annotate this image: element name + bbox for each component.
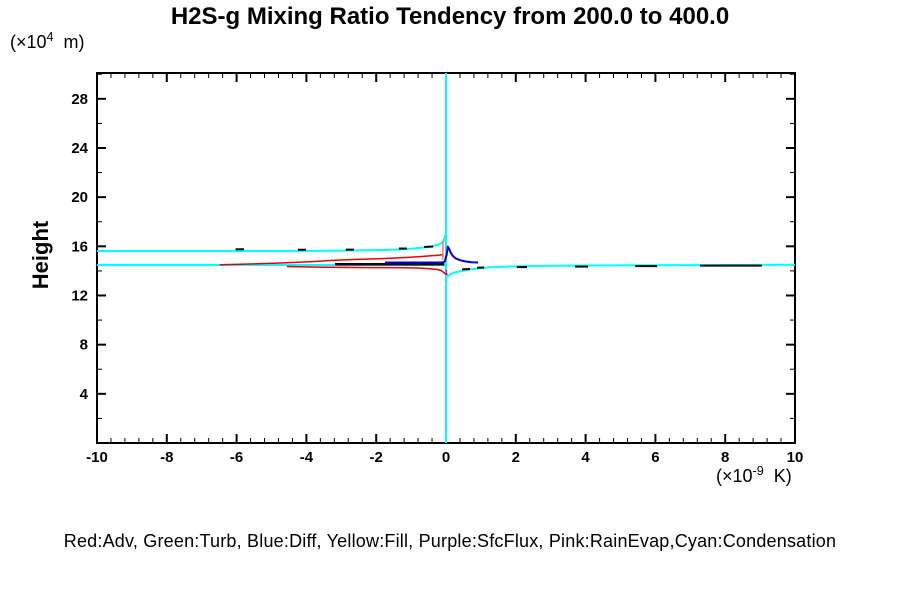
series-adv-red-upper: [219, 253, 443, 266]
y-tick-label: 16: [71, 238, 88, 255]
x-axis-unit-label: (×10-9 K): [716, 464, 792, 487]
x-tick-label: -8: [160, 449, 173, 466]
series-condensation-dip-right: [446, 263, 796, 278]
chart-title: H2S-g Mixing Ratio Tendency from 200.0 t…: [170, 3, 730, 30]
x-tick-label: 0: [442, 449, 450, 466]
x-tick-label: 10: [787, 449, 804, 466]
y-unit-suffix: m): [53, 32, 85, 52]
x-unit-suffix: K): [763, 466, 792, 486]
x-tick-label: 6: [651, 449, 659, 466]
series-adv-red-lower: [286, 265, 448, 276]
y-unit-exponent: 4: [46, 30, 54, 44]
x-tick-label: 8: [721, 449, 729, 466]
y-tick-label: 24: [71, 140, 88, 157]
y-unit-prefix: (×10: [10, 32, 47, 52]
y-tick-label: 28: [71, 91, 88, 108]
y-tick-label: 4: [80, 386, 89, 403]
y-tick-label: 8: [80, 337, 88, 354]
legend: Red:Adv, Green:Turb, Blue:Diff, Yellow:F…: [63, 531, 837, 551]
series-diff-blue: [384, 245, 479, 264]
x-tick-label: -10: [86, 449, 108, 466]
y-tick-label: 12: [71, 287, 88, 304]
x-tick-label: -6: [230, 449, 243, 466]
y-axis-unit-label: (×104 m): [10, 30, 85, 53]
series-condensation-upper-branch: [97, 235, 447, 252]
x-unit-prefix: (×10: [716, 466, 753, 486]
x-tick-label: -4: [300, 449, 314, 466]
x-tick-label: 2: [512, 449, 520, 466]
y-tick-label: 20: [71, 189, 88, 206]
x-tick-label: 4: [581, 449, 590, 466]
x-tick-label: -2: [370, 449, 383, 466]
x-unit-exponent: -9: [752, 464, 764, 478]
